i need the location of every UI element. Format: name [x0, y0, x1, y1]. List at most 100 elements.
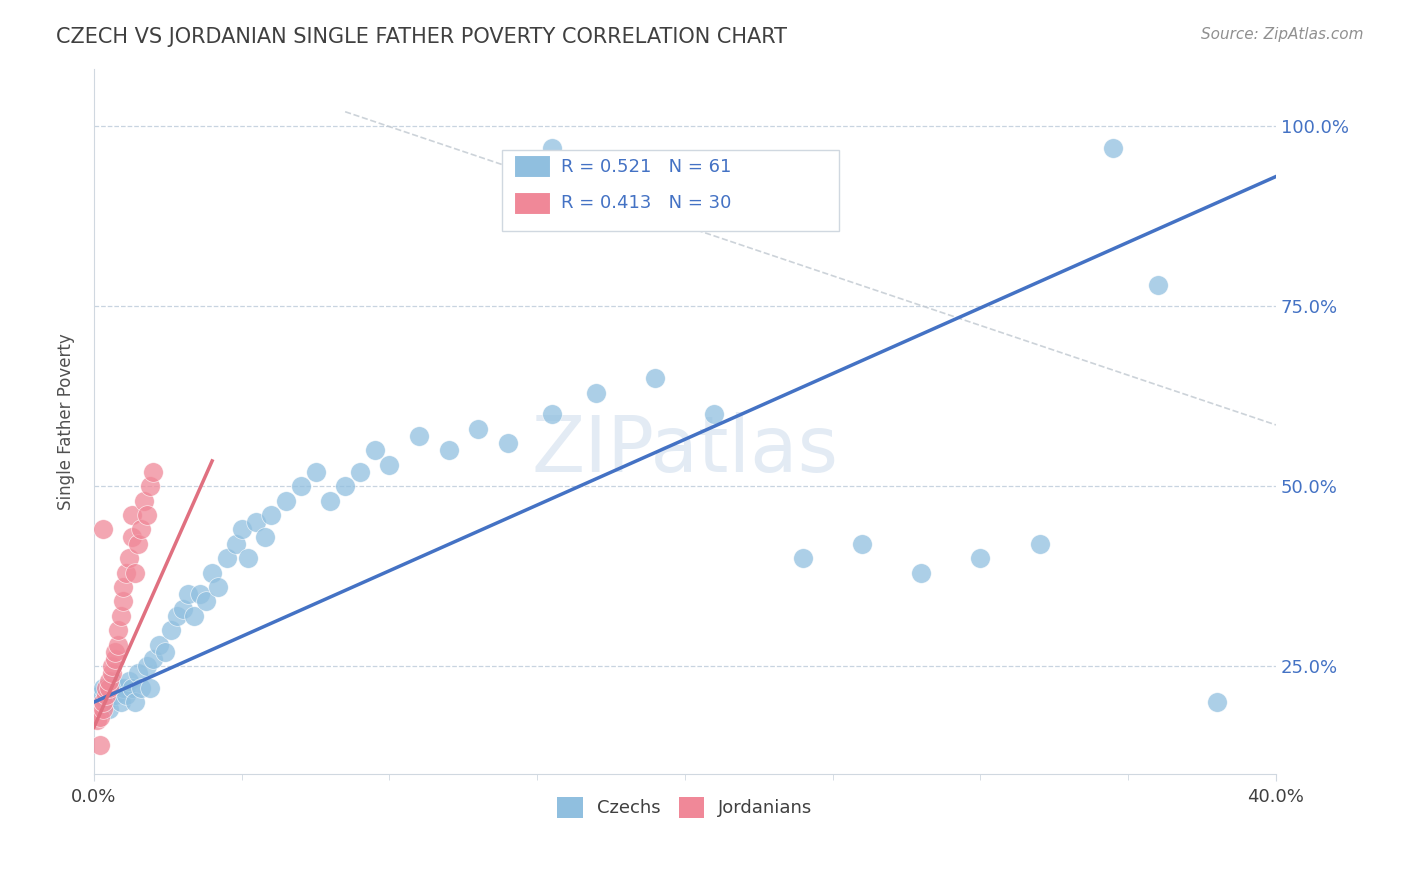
Point [142, 465, 165, 479]
Y-axis label: Single Father Poverty: Single Father Poverty [58, 333, 75, 509]
Point [127, 537, 149, 551]
Point [225, 537, 247, 551]
Point [94, 688, 117, 702]
Point [183, 608, 205, 623]
Legend: Czechs, Jordanians: Czechs, Jordanians [550, 789, 820, 825]
Point [121, 529, 143, 543]
Point [260, 508, 283, 522]
Point [363, 443, 385, 458]
Point [195, 594, 218, 608]
Point [110, 695, 132, 709]
Point [541, 407, 564, 421]
Point [207, 580, 229, 594]
Point [304, 465, 326, 479]
Point [585, 385, 607, 400]
Point [127, 666, 149, 681]
Point [139, 479, 162, 493]
Point [136, 659, 159, 673]
Point [139, 681, 162, 695]
Point [89, 709, 111, 723]
Text: ZIPatlas: ZIPatlas [531, 411, 838, 488]
Point [107, 681, 129, 695]
Point [851, 537, 873, 551]
Point [142, 652, 165, 666]
Point [129, 681, 152, 695]
Point [333, 479, 356, 493]
Point [89, 739, 111, 753]
Point [188, 587, 211, 601]
Point [86, 713, 108, 727]
Point [97, 681, 120, 695]
Text: Source: ZipAtlas.com: Source: ZipAtlas.com [1201, 27, 1364, 42]
Point [115, 688, 138, 702]
Point [134, 493, 156, 508]
Point [129, 522, 152, 536]
Point [1146, 277, 1168, 292]
Point [166, 608, 188, 623]
Point [274, 493, 297, 508]
Point [107, 638, 129, 652]
Point [94, 681, 117, 695]
Point [969, 551, 991, 566]
Point [104, 645, 127, 659]
Point [112, 681, 135, 695]
Point [118, 551, 141, 566]
Point [644, 371, 666, 385]
Point [254, 529, 277, 543]
Point [94, 695, 117, 709]
Point [231, 522, 253, 536]
Text: R = 0.413   N = 30: R = 0.413 N = 30 [561, 194, 731, 212]
Point [112, 594, 135, 608]
Point [91, 702, 114, 716]
Point [1205, 695, 1227, 709]
Point [110, 608, 132, 623]
Point [115, 566, 138, 580]
Point [91, 681, 114, 695]
Point [118, 673, 141, 688]
Point [703, 407, 725, 421]
Point [104, 652, 127, 666]
Point [349, 465, 371, 479]
Point [910, 566, 932, 580]
FancyBboxPatch shape [513, 192, 551, 215]
Point [124, 695, 146, 709]
Point [124, 566, 146, 580]
Point [100, 666, 122, 681]
Point [97, 673, 120, 688]
FancyBboxPatch shape [502, 150, 838, 231]
Point [496, 436, 519, 450]
Point [107, 623, 129, 637]
Point [91, 522, 114, 536]
Point [236, 551, 259, 566]
Point [541, 141, 564, 155]
Point [378, 458, 401, 472]
Point [1028, 537, 1050, 551]
Point [172, 601, 194, 615]
Point [792, 551, 814, 566]
Point [408, 428, 430, 442]
Point [177, 587, 200, 601]
Point [437, 443, 460, 458]
Point [91, 695, 114, 709]
Point [121, 681, 143, 695]
Text: R = 0.521   N = 61: R = 0.521 N = 61 [561, 158, 731, 176]
Point [100, 673, 122, 688]
Point [89, 688, 111, 702]
Point [97, 702, 120, 716]
Point [153, 645, 176, 659]
Point [215, 551, 238, 566]
Point [100, 659, 122, 673]
Point [159, 623, 181, 637]
Point [245, 515, 267, 529]
Point [467, 421, 489, 435]
Point [201, 566, 224, 580]
FancyBboxPatch shape [513, 155, 551, 178]
Point [319, 493, 342, 508]
Point [136, 508, 159, 522]
Text: CZECH VS JORDANIAN SINGLE FATHER POVERTY CORRELATION CHART: CZECH VS JORDANIAN SINGLE FATHER POVERTY… [56, 27, 787, 46]
Point [148, 638, 170, 652]
Point [112, 580, 135, 594]
Point [121, 508, 143, 522]
Point [104, 688, 127, 702]
Point [290, 479, 312, 493]
